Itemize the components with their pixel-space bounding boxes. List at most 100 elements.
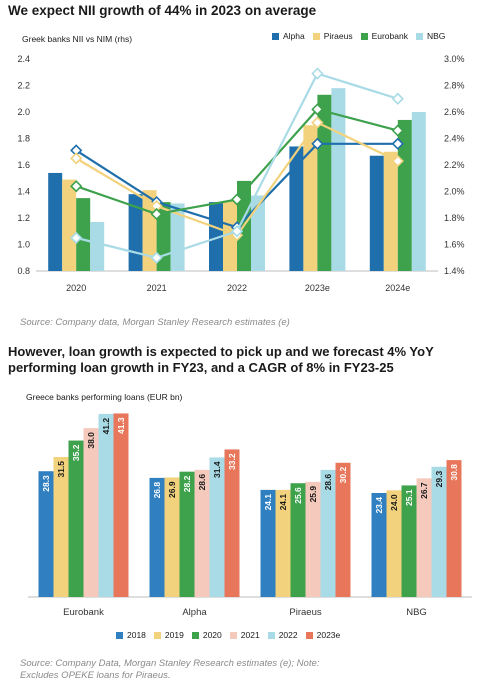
x-tick-label: 2020	[66, 283, 86, 293]
legend-label: 2023e	[316, 630, 341, 640]
loan-bar-2020	[68, 440, 84, 597]
nii-bar-nbg	[90, 221, 105, 271]
data-label: 35.2	[71, 444, 81, 461]
loan-bar-2023e	[335, 462, 351, 597]
x-tick-label: 2023e	[305, 283, 330, 293]
loan-bar-2022	[98, 413, 114, 597]
loan-bar-2018	[149, 477, 165, 597]
loan-bar-2020	[290, 483, 306, 597]
legend-label: 2019	[164, 630, 184, 640]
loan-bar-2023e	[224, 449, 240, 597]
data-label: 28.6	[323, 474, 333, 491]
legend-swatch	[229, 631, 237, 639]
nii-bar-piraeus	[223, 200, 237, 271]
legend-label: Alpha	[283, 31, 305, 41]
y2-tick-label: 2.6%	[444, 107, 465, 117]
y-tick-label: 1.2	[17, 213, 30, 223]
data-label: 28.6	[197, 474, 207, 491]
y-tick-label: 2.0	[17, 107, 30, 117]
data-label: 31.5	[56, 461, 66, 478]
data-label: 30.8	[449, 464, 459, 481]
legend-swatch	[153, 631, 161, 639]
data-label: 24.1	[263, 494, 273, 511]
y2-tick-label: 2.4%	[444, 134, 465, 144]
loan-bar-2018	[260, 489, 276, 597]
data-label: 31.4	[212, 461, 222, 478]
y-tick-label: 2.4	[17, 54, 30, 64]
data-label: 25.6	[293, 487, 303, 504]
nim-marker-alpha	[391, 137, 404, 150]
nim-marker-piraeus	[311, 116, 324, 129]
chart2-legend-item: 2019	[153, 630, 184, 640]
y-tick-label: 1.0	[17, 240, 30, 250]
category-label: Piraeus	[289, 607, 321, 618]
nim-marker-piraeus	[70, 152, 83, 165]
data-label: 29.3	[434, 471, 444, 488]
chart2-legend-item: 2018	[116, 630, 146, 640]
legend-label: 2020	[202, 630, 222, 640]
chart1-subtitle: Greek banks NII vs NIM (rhs)	[22, 34, 133, 44]
loan-bar-2018	[38, 471, 54, 597]
y2-tick-label: 1.6%	[444, 240, 465, 250]
loan-bar-2019	[164, 477, 180, 597]
loan-bar-2023e	[446, 460, 462, 597]
nii-bar-alpha	[48, 172, 63, 271]
y-tick-label: 2.2	[17, 81, 30, 91]
chart2-legend-item: 2020	[191, 630, 222, 640]
legend-swatch	[116, 631, 123, 639]
y2-tick-label: 3.0%	[444, 54, 465, 64]
loan-bar-2022	[320, 469, 336, 597]
chart2-subtitle: Greece banks performing loans (EUR bn)	[26, 392, 183, 402]
data-label: 24.0	[389, 494, 399, 511]
category-label: NBG	[406, 607, 427, 618]
chart2-title-line1: However, loan growth is expected to pick…	[8, 344, 434, 359]
legend-swatch	[415, 32, 423, 40]
nim-marker-nbg	[391, 92, 404, 105]
nii-bar-piraeus	[303, 125, 318, 271]
data-label: 38.0	[86, 432, 96, 449]
chart1-legend-item: Alpha	[272, 31, 305, 41]
chart1-legend-item: NBG	[415, 31, 445, 41]
nim-marker-alpha	[311, 137, 324, 150]
loan-bar-2019	[275, 489, 291, 597]
nii-bar-nbg	[411, 112, 426, 271]
y2-tick-label: 1.8%	[444, 213, 465, 223]
legend-swatch	[191, 631, 199, 639]
nim-marker-eurobank	[70, 180, 83, 193]
legend-swatch	[312, 32, 320, 40]
nim-marker-piraeus	[391, 154, 404, 168]
data-label: 28.2	[182, 475, 192, 492]
category-label: Eurobank	[63, 607, 104, 618]
chart1-title: We expect NII growth of 44% in 2023 on a…	[8, 3, 317, 18]
category-label: Alpha	[182, 607, 207, 618]
y-tick-label: 1.8	[17, 134, 30, 144]
nii-bar-eurobank	[317, 94, 332, 272]
chart2-legend-item: 2022	[267, 630, 298, 640]
chart2-legend-item: 2023e	[305, 630, 341, 640]
y2-tick-label: 2.0%	[444, 187, 465, 197]
data-label: 24.1	[278, 494, 288, 511]
data-label: 41.2	[101, 418, 111, 435]
loan-bar-2021	[83, 428, 99, 597]
chart2-title-line2: performing loan growth in FY23, and a CA…	[8, 360, 394, 375]
y2-tick-label: 2.8%	[444, 81, 465, 91]
legend-swatch	[272, 32, 279, 40]
data-label: 23.4	[374, 497, 384, 514]
legend-swatch	[360, 32, 368, 40]
y-tick-label: 1.4	[17, 187, 30, 197]
nim-marker-eurobank	[230, 193, 244, 206]
data-label: 26.8	[152, 482, 162, 499]
nii-bar-piraeus	[62, 179, 77, 271]
nii-bar-nbg	[170, 203, 185, 271]
data-label: 41.3	[116, 417, 126, 434]
chart1-legend-item: Piraeus	[312, 31, 353, 41]
y2-tick-label: 2.2%	[444, 160, 465, 170]
x-tick-label: 2022	[227, 283, 247, 293]
data-label: 26.9	[167, 481, 177, 498]
chart1-legend: Alpha Piraeus Eurobank NBG	[272, 31, 453, 41]
chart2-source-line2: Excludes OPEKE loans for Piraeus.	[20, 670, 171, 681]
nim-marker-nbg	[230, 225, 244, 238]
chart1-source: Source: Company data, Morgan Stanley Res…	[20, 317, 290, 328]
loan-bar-2020	[179, 471, 195, 597]
